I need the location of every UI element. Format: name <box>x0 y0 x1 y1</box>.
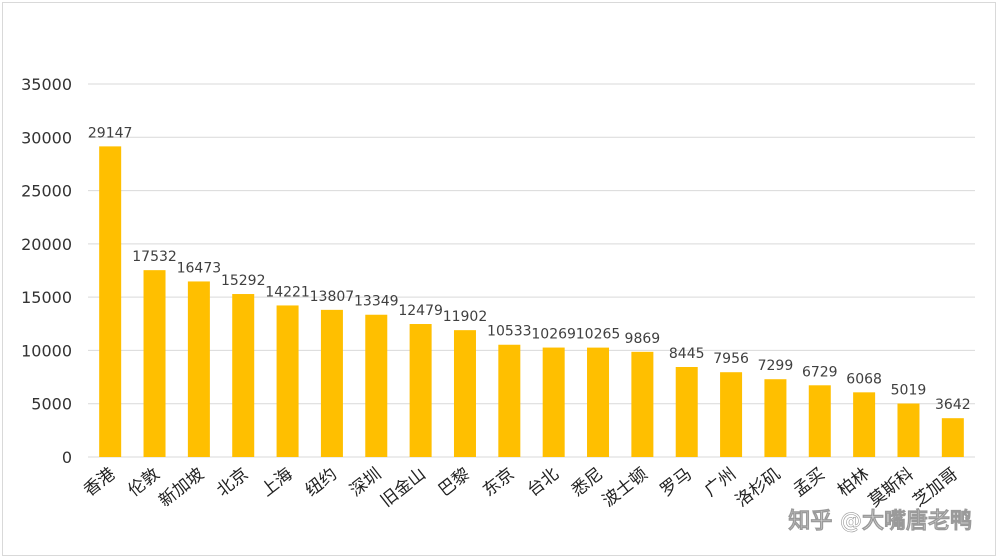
data-label-18: 6068 <box>846 371 882 387</box>
x-tick-label-16: 洛杉矶 <box>732 464 785 511</box>
x-tick-label-3: 新加坡 <box>155 464 208 511</box>
data-label-10: 10533 <box>487 324 532 340</box>
bar-6 <box>320 309 343 457</box>
bar-2 <box>143 270 166 457</box>
x-tick-label-6: 纽约 <box>302 464 341 501</box>
bar-20 <box>941 418 964 457</box>
x-tick-label-4: 北京 <box>213 464 252 501</box>
data-label-5: 14221 <box>265 284 310 300</box>
data-label-19: 5019 <box>891 383 927 399</box>
data-label-17: 6729 <box>802 364 838 380</box>
y-axis: 0 5000 10000 15000 20000 25000 30000 35000 <box>21 75 72 467</box>
x-tick-label-1: 香港 <box>80 464 119 501</box>
bar-1 <box>99 146 122 457</box>
y-tick-label-30000: 30000 <box>21 128 72 147</box>
data-label-14: 8445 <box>669 346 705 362</box>
x-tick-label-17: 孟买 <box>790 464 829 501</box>
bars <box>99 146 964 457</box>
bar-13 <box>631 351 654 457</box>
bar-19 <box>897 403 920 457</box>
y-tick-label-20000: 20000 <box>21 235 72 254</box>
x-tick-label-20: 芝加哥 <box>909 464 962 511</box>
bar-14 <box>675 367 698 457</box>
y-tick-label-25000: 25000 <box>21 182 72 201</box>
x-tick-label-11: 台北 <box>524 464 563 501</box>
bar-4 <box>232 294 255 457</box>
x-tick-label-10: 东京 <box>479 464 518 501</box>
data-label-20: 3642 <box>935 397 971 413</box>
bar-11 <box>542 347 565 457</box>
x-tick-label-9: 巴黎 <box>435 464 474 501</box>
x-tick-label-14: 罗马 <box>657 464 696 501</box>
bar-17 <box>808 385 831 457</box>
data-label-13: 9869 <box>625 331 661 347</box>
bar-8 <box>409 324 432 457</box>
bar-5 <box>276 305 299 457</box>
bar-3 <box>187 281 210 457</box>
data-label-6: 13807 <box>310 289 355 305</box>
data-label-12: 10265 <box>576 327 621 343</box>
x-tick-label-19: 莫斯科 <box>865 464 918 511</box>
data-label-1: 29147 <box>88 125 133 141</box>
y-tick-label-0: 0 <box>62 448 72 467</box>
y-tick-label-15000: 15000 <box>21 288 72 307</box>
bar-18 <box>853 392 876 457</box>
y-tick-label-5000: 5000 <box>31 395 72 414</box>
bar-7 <box>365 314 388 457</box>
bar-16 <box>764 379 787 457</box>
bar-9 <box>453 330 476 457</box>
data-label-16: 7299 <box>758 358 794 374</box>
bar-12 <box>587 347 610 457</box>
y-tick-label-35000: 35000 <box>21 75 72 94</box>
data-label-3: 16473 <box>177 260 222 276</box>
x-tick-label-13: 波士顿 <box>599 464 652 511</box>
data-label-15: 7956 <box>713 351 749 367</box>
bar-15 <box>720 372 743 457</box>
data-label-8: 12479 <box>398 303 443 319</box>
x-tick-label-8: 旧金山 <box>377 464 430 511</box>
data-label-4: 15292 <box>221 273 266 289</box>
data-label-11: 10269 <box>531 327 576 343</box>
y-tick-label-10000: 10000 <box>21 341 72 360</box>
data-label-9: 11902 <box>443 309 488 325</box>
data-label-7: 13349 <box>354 294 399 310</box>
bar-10 <box>498 344 521 457</box>
x-tick-label-5: 上海 <box>258 464 297 501</box>
data-label-2: 17532 <box>132 249 177 265</box>
watermark: 知乎 @大嘴唐老鸭 <box>788 508 972 534</box>
